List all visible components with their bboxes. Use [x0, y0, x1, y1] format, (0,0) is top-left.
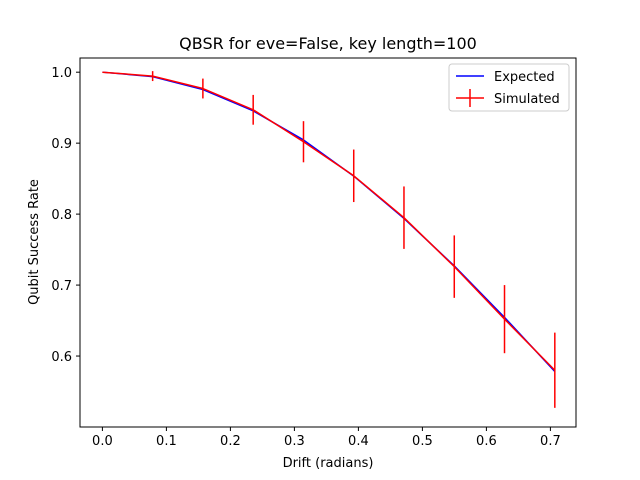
- x-tick-label: 0.2: [220, 434, 241, 449]
- x-tick-label: 0.3: [284, 434, 305, 449]
- x-axis-label: Drift (radians): [283, 456, 374, 471]
- y-axis-label: Qubit Success Rate: [27, 179, 42, 305]
- y-axis-ticks: 0.6 0.7 0.8 0.9 1.0: [51, 66, 80, 365]
- x-tick-label: 0.0: [92, 434, 113, 449]
- y-tick-label: 0.8: [51, 208, 72, 223]
- x-axis-ticks: 0.0 0.1 0.2 0.3 0.4 0.5 0.6 0.7: [92, 427, 561, 449]
- x-tick-label: 0.7: [540, 434, 561, 449]
- series-layer: [102, 71, 556, 408]
- x-tick-label: 0.4: [348, 434, 369, 449]
- x-tick-label: 0.5: [412, 434, 433, 449]
- x-tick-label: 0.1: [156, 434, 177, 449]
- series-line-simulated: [102, 71, 556, 371]
- legend: Expected Simulated: [448, 63, 570, 112]
- axes-frame: [79, 57, 577, 428]
- x-tick-label: 0.6: [476, 434, 497, 449]
- chart-title: QBSR for eve=False, key length=100: [179, 34, 477, 53]
- y-tick-label: 0.7: [51, 279, 72, 294]
- y-tick-label: 1.0: [51, 66, 72, 81]
- legend-expected-label: Expected: [494, 70, 555, 85]
- y-tick-label: 0.9: [51, 137, 72, 152]
- y-tick-label: 0.6: [51, 350, 72, 365]
- legend-simulated-label: Simulated: [494, 92, 560, 107]
